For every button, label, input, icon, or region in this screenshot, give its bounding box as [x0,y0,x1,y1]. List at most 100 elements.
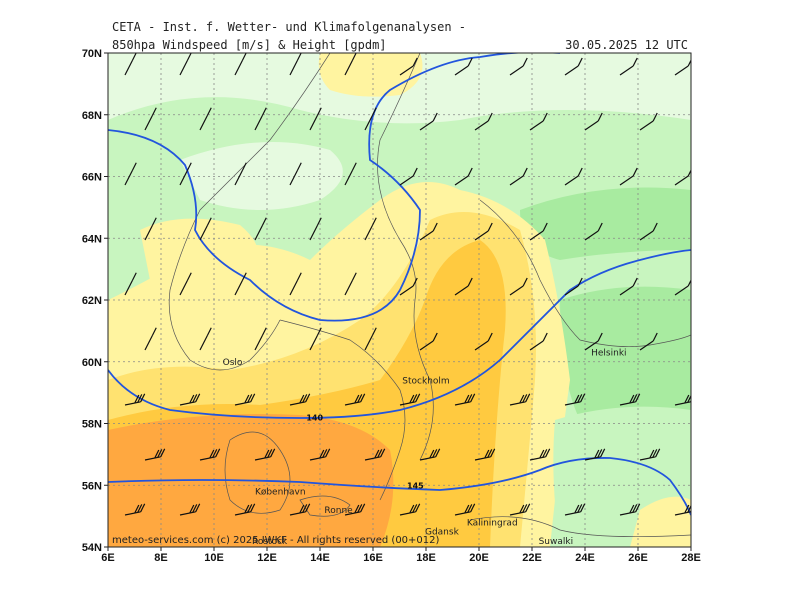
wind-barb [474,332,493,351]
wind-barb [619,277,638,296]
wind-barb [199,448,221,461]
wind-barb [309,448,331,461]
lat-label: 64N [82,233,102,245]
wind-barb [619,503,641,516]
wind-barb [454,393,476,406]
wind-speed-patch-top [318,53,423,97]
wind-barb [584,332,603,351]
wind-barb [199,327,212,351]
wind-barb [564,167,583,186]
lon-label: 20E [469,552,489,564]
city-label: Suwalki [539,537,574,547]
lon-label: 26E [628,552,648,564]
wind-barb [639,222,658,241]
wind-barb [399,167,418,186]
wind-barb [344,162,357,186]
wind-barb [289,393,311,406]
wind-barb [289,53,302,76]
lon-label: 14E [310,552,330,564]
wind-barb [454,503,476,516]
wind-barb [124,503,146,516]
city-label: Rostock [252,537,288,547]
wind-barb [674,394,691,406]
wind-barb [474,222,493,241]
height-contour-145 [108,457,691,516]
wind-barb [584,112,603,131]
wind-barb [399,277,418,296]
wind-barb [619,393,641,406]
wind-barb [639,332,658,351]
wind-barbs [124,53,691,516]
wind-barb [419,112,438,131]
city-label: Ronne [324,506,353,516]
height-contour-north [108,53,560,322]
wind-barb [234,272,247,296]
wind-barb [529,112,548,131]
wind-barb [639,112,658,131]
wind-barb [289,162,302,186]
wind-barb [529,332,548,351]
wind-barb [474,448,496,461]
wind-barb [564,57,583,76]
lon-label: 10E [204,552,224,564]
city-label: Helsinki [591,349,626,359]
lon-label: 24E [575,552,595,564]
wind-barb [364,448,386,461]
wind-barb [254,327,267,351]
lon-label: 12E [257,552,277,564]
wind-barb [364,217,377,241]
wind-speed-mid-green-east [520,187,691,260]
lat-label: 66N [82,172,102,184]
wind-barb [179,272,192,296]
wind-barb [529,448,551,461]
wind-barb [509,167,528,186]
wind-barb [584,448,606,461]
city-label: Stockholm [402,376,449,386]
wind-barb [364,327,377,351]
wind-barb [419,448,441,461]
lon-label: 16E [363,552,383,564]
lat-label: 68N [82,110,102,122]
wind-barb [454,277,473,296]
wind-barb [674,59,691,76]
wind-barb [309,217,322,241]
wind-barb [364,107,377,131]
wind-barb [179,53,192,76]
lat-label: 62N [82,295,102,307]
contour-label: 145 [407,481,424,490]
wind-barb [509,393,531,406]
wind-barb [344,503,366,516]
wind-barb [399,393,421,406]
lat-label: 58N [82,419,102,431]
wind-barb [674,279,691,296]
city-label: København [255,488,306,498]
wind-speed-mid-green-east2 [560,286,691,430]
wind-barb [399,57,418,76]
wind-barb [179,503,201,516]
wind-barb [124,393,146,406]
lat-lon-grid [108,53,691,547]
wind-barb [124,272,137,296]
wind-barb [344,272,357,296]
coastlines [168,53,691,538]
wind-barb [529,222,548,241]
wind-barb [419,222,438,241]
wind-barb [309,107,322,131]
wind-barb [399,503,421,516]
wind-barb [309,327,322,351]
wind-barb [564,277,583,296]
lon-label: 18E [416,552,436,564]
wind-barb [234,503,256,516]
wind-speed-patch-southeast [630,496,691,547]
lon-label: 22E [522,552,542,564]
wind-barb [144,448,166,461]
lat-label: 56N [82,480,102,492]
wind-barb [179,162,192,186]
wind-barb [619,57,638,76]
city-label: Kaliningrad [467,518,518,528]
wind-barb [254,448,276,461]
wind-barb [289,503,311,516]
wind-barb [674,169,691,186]
city-label: Oslo [223,358,243,368]
